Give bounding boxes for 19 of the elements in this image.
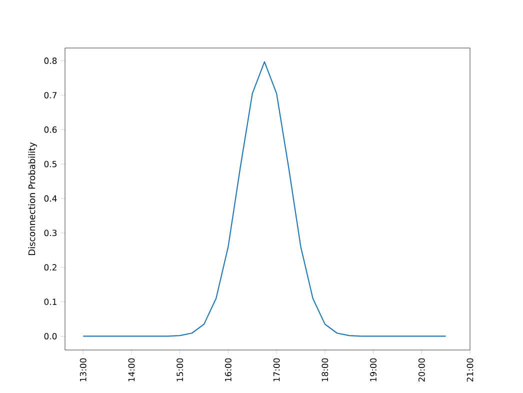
y-tick-label: 0.2 (44, 264, 56, 271)
y-tick-label: 0.7 (44, 92, 57, 98)
x-tick-label: 16:00 (225, 358, 232, 382)
y-axis-title: Disconnection Probability (28, 142, 37, 255)
x-tick-label: 18:00 (322, 358, 328, 382)
y-tick-label: 0.1 (44, 298, 56, 305)
y-tick-label: 0.8 (44, 58, 57, 64)
y-tick-label: 0.5 (44, 160, 56, 168)
x-tick-label: 19:00 (370, 358, 376, 382)
y-tick-label: 0.6 (44, 126, 57, 133)
y-tick-label: 0.3 (44, 230, 57, 236)
x-tick-label: 13:00 (80, 358, 86, 382)
y-tick-label: 0.0 (44, 333, 57, 340)
x-tick-label: 17:00 (273, 358, 280, 382)
x-tick-label: 21:00 (466, 358, 474, 382)
x-tick-label: 20:00 (418, 358, 425, 382)
x-tick-label: 14:00 (128, 358, 135, 382)
x-tick-label: 15:00 (176, 358, 184, 382)
y-tick-label: 0.4 (44, 195, 57, 202)
